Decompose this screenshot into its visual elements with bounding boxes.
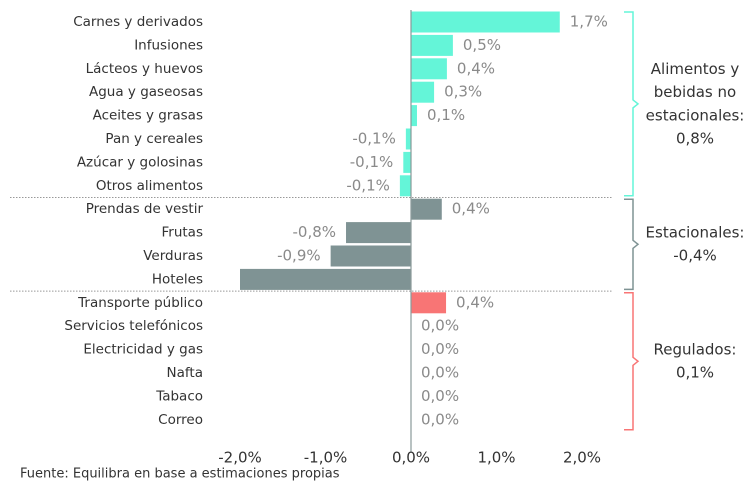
value-label: 0,4% bbox=[457, 59, 495, 77]
value-label: 0,4% bbox=[456, 293, 494, 311]
bar bbox=[405, 128, 411, 150]
value-label: -0,1% bbox=[350, 153, 394, 171]
bar bbox=[240, 268, 411, 290]
category-label: Nafta bbox=[167, 365, 203, 381]
category-label: Infusiones bbox=[134, 37, 203, 53]
value-label: 0,0% bbox=[421, 410, 459, 428]
value-label: -0,9% bbox=[277, 247, 321, 265]
category-label: Agua y gaseosas bbox=[89, 84, 203, 100]
bar bbox=[399, 175, 411, 197]
value-label: 0,5% bbox=[463, 36, 501, 54]
group-value: -0,4% bbox=[673, 247, 717, 265]
group-label: Alimentos y bebidas no estacionales: bbox=[646, 59, 745, 124]
bar bbox=[411, 292, 447, 314]
source-note: Fuente: Equilibra en base a estimaciones… bbox=[20, 467, 340, 482]
group-label-line: Alimentos y bbox=[651, 59, 740, 77]
group-label-line: Regulados: bbox=[654, 340, 737, 358]
bar bbox=[411, 81, 435, 103]
category-label: Servicios telefónicos bbox=[64, 318, 203, 334]
value-label: 0,3% bbox=[444, 83, 482, 101]
bar bbox=[330, 245, 411, 267]
category-label: Pan y cereales bbox=[105, 131, 203, 147]
category-label: Electricidad y gas bbox=[83, 342, 203, 358]
category-label: Carnes y derivados bbox=[73, 14, 203, 30]
value-label: 0,1% bbox=[427, 106, 465, 124]
group-value: 0,1% bbox=[676, 364, 714, 382]
category-label: Hoteles bbox=[152, 271, 203, 287]
value-label: 0,4% bbox=[452, 200, 490, 218]
group-label-line: Estacionales: bbox=[646, 223, 745, 241]
category-label: Frutas bbox=[162, 225, 204, 241]
group-label-line: bebidas no bbox=[654, 83, 736, 101]
value-label: 0,0% bbox=[421, 364, 459, 382]
value-label: -0,1% bbox=[346, 176, 390, 194]
group-label: Estacionales: bbox=[646, 223, 745, 241]
value-label: 1,7% bbox=[570, 13, 608, 31]
category-label: Azúcar y golosinas bbox=[77, 154, 203, 170]
category-label: Correo bbox=[158, 412, 203, 428]
category-label: Verduras bbox=[143, 248, 203, 264]
value-label: 0,0% bbox=[421, 317, 459, 335]
category-label: Otros alimentos bbox=[96, 178, 203, 194]
group-bracket bbox=[624, 198, 640, 291]
group-label: Regulados: bbox=[654, 340, 737, 358]
value-label: 0,0% bbox=[421, 387, 459, 405]
bar bbox=[411, 58, 447, 80]
bar bbox=[411, 11, 560, 33]
x-tick-label: -1,0% bbox=[304, 449, 348, 467]
group-bracket bbox=[624, 292, 640, 431]
category-label: Prendas de vestir bbox=[86, 201, 204, 217]
bar bbox=[411, 198, 442, 220]
group-bracket bbox=[624, 11, 640, 197]
x-tick-label: -2,0% bbox=[218, 449, 262, 467]
group-label-line: estacionales: bbox=[646, 106, 745, 124]
value-label: -0,8% bbox=[292, 223, 336, 241]
category-label: Lácteos y huevos bbox=[86, 61, 203, 77]
bar bbox=[403, 151, 411, 173]
x-tick-label: 1,0% bbox=[477, 449, 515, 467]
bar bbox=[411, 34, 453, 56]
category-label: Transporte público bbox=[77, 295, 203, 311]
x-tick-label: 2,0% bbox=[563, 449, 601, 467]
bar bbox=[346, 222, 411, 244]
value-label: 0,0% bbox=[421, 340, 459, 358]
bar bbox=[411, 105, 417, 127]
group-value: 0,8% bbox=[676, 130, 714, 148]
category-label: Tabaco bbox=[155, 388, 203, 404]
x-tick-label: 0,0% bbox=[392, 449, 430, 467]
value-label: -0,1% bbox=[352, 130, 396, 148]
category-label: Aceites y grasas bbox=[93, 108, 203, 124]
